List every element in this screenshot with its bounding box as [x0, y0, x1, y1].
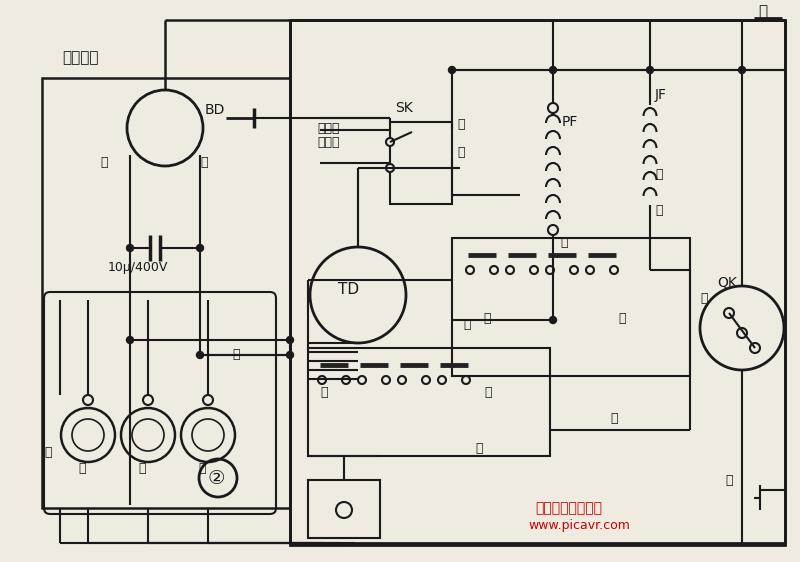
- Circle shape: [737, 328, 747, 338]
- Circle shape: [382, 376, 390, 384]
- Circle shape: [197, 351, 203, 359]
- Text: 蓝: 蓝: [610, 411, 618, 424]
- Circle shape: [550, 316, 557, 324]
- Text: 10μ/400V: 10μ/400V: [108, 261, 168, 274]
- Circle shape: [546, 266, 554, 274]
- Text: 白: 白: [475, 442, 482, 455]
- Circle shape: [466, 266, 474, 274]
- Text: 红: 红: [463, 319, 470, 332]
- Circle shape: [318, 376, 326, 384]
- Circle shape: [548, 225, 558, 235]
- Text: JF: JF: [655, 88, 667, 102]
- Text: 下: 下: [618, 311, 626, 324]
- Circle shape: [386, 138, 394, 146]
- Circle shape: [462, 376, 470, 384]
- Circle shape: [358, 376, 366, 384]
- Circle shape: [143, 395, 153, 405]
- Text: 黄: 黄: [198, 461, 206, 474]
- Text: 黄: 黄: [200, 156, 207, 169]
- Circle shape: [197, 244, 203, 252]
- Circle shape: [398, 376, 406, 384]
- Circle shape: [490, 266, 498, 274]
- Circle shape: [646, 66, 654, 74]
- Text: 黄: 黄: [700, 292, 707, 305]
- Circle shape: [422, 376, 430, 384]
- Circle shape: [286, 337, 294, 343]
- Circle shape: [438, 376, 446, 384]
- Text: 黑: 黑: [560, 235, 567, 248]
- Circle shape: [724, 308, 734, 318]
- Text: 蓝: 蓝: [44, 446, 51, 459]
- Bar: [42, 78, 290, 508]
- Bar: [290, 20, 785, 545]
- Circle shape: [336, 502, 352, 518]
- Text: SK: SK: [395, 101, 413, 115]
- Text: 波轮电机: 波轮电机: [62, 51, 98, 66]
- Text: 黄: 黄: [457, 146, 465, 158]
- Circle shape: [203, 395, 213, 405]
- Circle shape: [342, 376, 350, 384]
- Circle shape: [126, 244, 134, 252]
- Circle shape: [738, 66, 746, 74]
- Circle shape: [83, 395, 93, 405]
- Text: TD: TD: [338, 283, 359, 297]
- Text: 上: 上: [483, 311, 490, 324]
- Text: 下: 下: [484, 386, 491, 398]
- Circle shape: [548, 103, 558, 113]
- Text: QK: QK: [717, 276, 737, 290]
- Bar: [308, 480, 380, 538]
- Text: 黄: 黄: [725, 474, 733, 487]
- Circle shape: [386, 164, 394, 172]
- Text: 紫: 紫: [78, 461, 86, 474]
- Text: BD: BD: [205, 103, 226, 117]
- Text: 白: 白: [100, 156, 107, 169]
- Circle shape: [449, 66, 455, 74]
- Text: 白: 白: [655, 203, 662, 216]
- Circle shape: [506, 266, 514, 274]
- Bar: [452, 238, 690, 376]
- Circle shape: [570, 266, 578, 274]
- Text: 东星单片机学习网: 东星单片机学习网: [535, 501, 602, 515]
- Circle shape: [610, 266, 618, 274]
- Text: PF: PF: [562, 115, 578, 129]
- Text: www.picavr.com: www.picavr.com: [528, 519, 630, 533]
- Circle shape: [550, 66, 557, 74]
- Text: 上: 上: [320, 386, 327, 398]
- Text: 黄: 黄: [232, 348, 239, 361]
- Circle shape: [530, 266, 538, 274]
- Bar: [308, 348, 550, 456]
- Text: 绿: 绿: [138, 461, 146, 474]
- Text: 棕: 棕: [655, 169, 662, 182]
- Text: ②: ②: [208, 469, 226, 487]
- Bar: [390, 122, 452, 204]
- Text: 全程序: 全程序: [317, 137, 339, 149]
- Text: 红: 红: [758, 4, 767, 20]
- Circle shape: [126, 337, 134, 343]
- Circle shape: [586, 266, 594, 274]
- Text: 不排水: 不排水: [317, 121, 339, 134]
- Text: 白: 白: [457, 119, 465, 132]
- Circle shape: [750, 343, 760, 353]
- Circle shape: [286, 351, 294, 359]
